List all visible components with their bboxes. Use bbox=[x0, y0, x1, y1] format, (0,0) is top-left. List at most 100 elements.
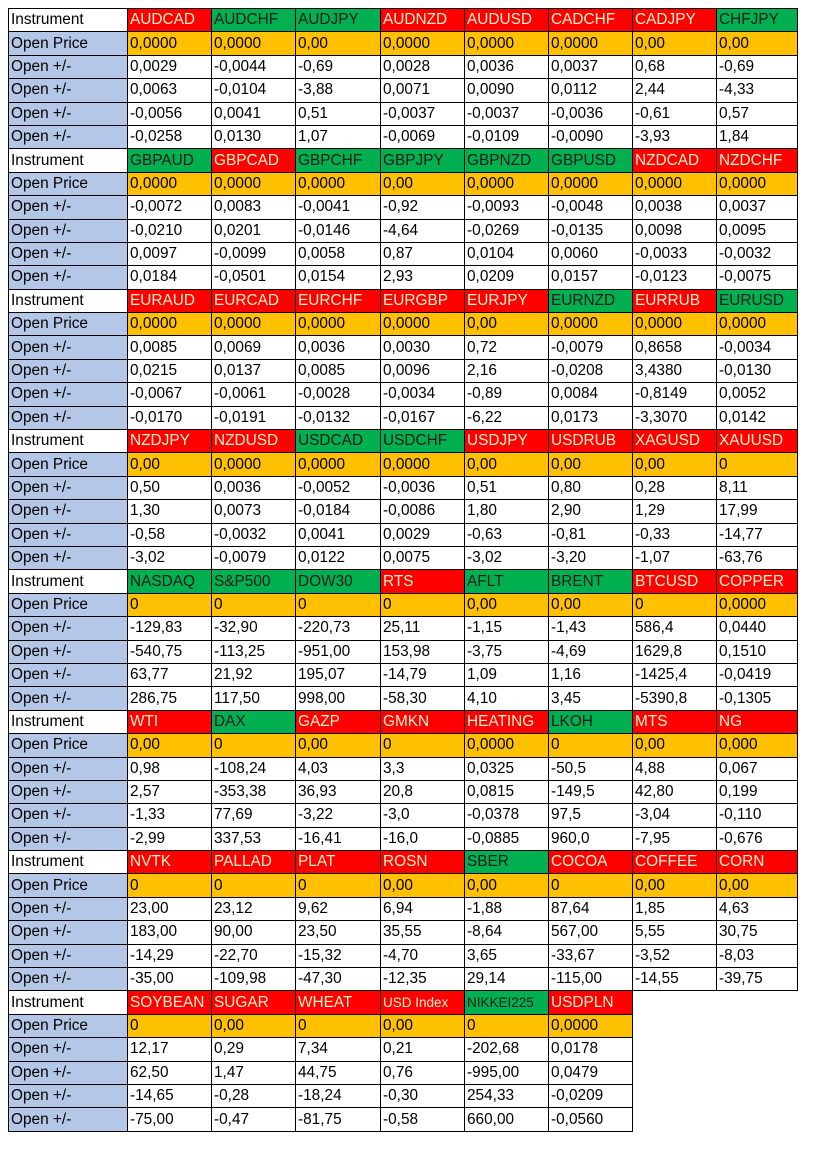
open-price-cell: 0,0000 bbox=[548, 31, 633, 56]
instrument-cell: AUDUSD bbox=[464, 7, 549, 33]
change-value-cell: 4,88 bbox=[632, 756, 717, 781]
change-value-cell: 0,0137 bbox=[211, 358, 296, 384]
change-value-cell: -3,93 bbox=[632, 124, 717, 150]
open-price-cell: 0 bbox=[380, 733, 465, 758]
change-value-cell: 0,29 bbox=[211, 1037, 296, 1062]
change-value-cell: 0,0098 bbox=[632, 218, 717, 243]
change-value-cell: -1,15 bbox=[464, 616, 549, 641]
change-value-cell: 195,07 bbox=[295, 662, 381, 688]
change-value-cell: 0,199 bbox=[716, 779, 798, 805]
change-value-cell: -33,67 bbox=[548, 943, 633, 969]
change-value-cell: 117,50 bbox=[211, 686, 296, 711]
open-price-cell: 0 bbox=[548, 733, 633, 758]
change-value-cell: -113,25 bbox=[211, 639, 296, 664]
instrument-cell: NVTK bbox=[127, 850, 212, 875]
change-value-cell: -0,92 bbox=[380, 195, 465, 220]
open-price-cell: 0,0000 bbox=[464, 733, 549, 758]
change-value-cell: 0,68 bbox=[632, 54, 717, 80]
open-change-label: Open +/- bbox=[8, 78, 128, 103]
change-value-cell: 2,57 bbox=[127, 779, 212, 805]
change-value-cell: -1,33 bbox=[127, 803, 212, 828]
open-price-cell: 0,00 bbox=[380, 1013, 465, 1039]
change-value-cell: 4,63 bbox=[716, 896, 798, 922]
change-value-cell: 0,0142 bbox=[716, 405, 798, 431]
open-change-row: Open +/- 286,75 117,50 998,00 -58,30 4,10 3,45… bbox=[8, 686, 798, 711]
change-value-cell: 1,84 bbox=[716, 124, 798, 150]
change-value-cell: 29,14 bbox=[464, 967, 549, 992]
open-price-cell: 0 bbox=[464, 1013, 549, 1039]
change-value-cell: 998,00 bbox=[295, 686, 381, 711]
open-price-cell: 0,0000 bbox=[127, 31, 212, 56]
instrument-row: Instrument NZDJPY NZDUSD USDCAD USDCHF USDJPY… bbox=[8, 429, 798, 454]
change-value-cell: -0,0093 bbox=[464, 195, 549, 220]
change-value-cell: -0,0501 bbox=[211, 265, 296, 290]
instrument-cell: EURAUD bbox=[127, 288, 212, 314]
open-change-row: Open +/- 0,98 -108,24 4,03 3,3 0,0325 -50,5 4,8… bbox=[8, 756, 798, 781]
change-value-cell: -951,00 bbox=[295, 639, 381, 664]
change-value-cell: 567,00 bbox=[548, 920, 633, 945]
open-change-label: Open +/- bbox=[8, 639, 128, 664]
change-value-cell: -1425,4 bbox=[632, 662, 717, 688]
change-value-cell: -995,00 bbox=[464, 1060, 549, 1085]
change-value-cell: 0,0060 bbox=[548, 241, 633, 267]
change-value-cell: 63,77 bbox=[127, 662, 212, 688]
empty-cell bbox=[717, 1014, 798, 1037]
open-price-cell: 0,00 bbox=[548, 592, 633, 618]
change-value-cell: -14,65 bbox=[127, 1083, 212, 1109]
open-price-cell: 0 bbox=[295, 1013, 381, 1039]
change-value-cell: 960,0 bbox=[548, 826, 633, 852]
change-value-cell: 12,17 bbox=[127, 1037, 212, 1062]
instrument-label: Instrument bbox=[8, 709, 128, 735]
open-change-row: Open +/- -0,0258 0,0130 1,07 -0,0069 -0,0109-… bbox=[8, 124, 798, 150]
instrument-cell: AUDNZD bbox=[380, 7, 465, 33]
instrument-cell: SBER bbox=[464, 850, 549, 875]
change-value-cell: -14,77 bbox=[716, 522, 798, 547]
change-value-cell: -0,0079 bbox=[548, 335, 633, 360]
change-value-cell: 8,11 bbox=[716, 475, 798, 501]
change-value-cell: 0,0036 bbox=[464, 54, 549, 80]
instrument-cell: NZDCAD bbox=[632, 148, 717, 173]
open-price-cell: 0,00 bbox=[632, 31, 717, 56]
change-value-cell: -0,0079 bbox=[211, 545, 296, 571]
open-change-label: Open +/- bbox=[8, 335, 128, 360]
change-value-cell: -7,95 bbox=[632, 826, 717, 852]
change-value-cell: -0,0090 bbox=[548, 124, 633, 150]
empty-cell bbox=[717, 1061, 798, 1084]
open-change-row: Open +/- -0,0056 0,0041 0,51 -0,0037 -0,0037-… bbox=[8, 101, 798, 126]
open-change-label: Open +/- bbox=[8, 54, 128, 80]
change-value-cell: -0,63 bbox=[464, 522, 549, 547]
instrument-cell: ROSN bbox=[380, 850, 465, 875]
open-change-row: Open +/- 1,30 0,0073 -0,0184 -0,0086 1,80 2,90… bbox=[8, 499, 798, 524]
change-value-cell: 44,75 bbox=[295, 1060, 381, 1085]
open-price-cell: 0,0000 bbox=[211, 171, 296, 197]
change-value-cell: -0,89 bbox=[464, 382, 549, 407]
change-value-cell: -3,04 bbox=[632, 803, 717, 828]
instrument-cell: NZDJPY bbox=[127, 429, 212, 454]
instrument-cell: EURCAD bbox=[211, 288, 296, 314]
change-value-cell: 62,50 bbox=[127, 1060, 212, 1085]
change-value-cell: -0,61 bbox=[632, 101, 717, 126]
change-value-cell: 90,00 bbox=[211, 920, 296, 945]
change-value-cell: 0,0479 bbox=[548, 1060, 633, 1085]
instrument-cell: USD Index bbox=[380, 990, 465, 1015]
change-value-cell: 5,55 bbox=[632, 920, 717, 945]
instrument-cell: EURGBP bbox=[380, 288, 465, 314]
open-price-cell: 0 bbox=[295, 592, 381, 618]
change-value-cell: 0,0085 bbox=[295, 358, 381, 384]
change-value-cell: 0,76 bbox=[380, 1060, 465, 1085]
open-price-cell: 0,00 bbox=[127, 733, 212, 758]
open-change-label: Open +/- bbox=[8, 616, 128, 641]
change-value-cell: -0,0086 bbox=[380, 499, 465, 524]
change-value-cell: -12,35 bbox=[380, 967, 465, 992]
instrument-cell: AFLT bbox=[464, 569, 549, 594]
change-value-cell: -0,28 bbox=[211, 1083, 296, 1109]
open-change-row: Open +/- -540,75 -113,25 -951,00 153,98 -3,75… bbox=[8, 639, 798, 664]
change-value-cell: -0,0032 bbox=[211, 522, 296, 547]
change-value-cell: 0,0036 bbox=[211, 475, 296, 501]
instrument-cell: BRENT bbox=[548, 569, 633, 594]
change-value-cell: 23,50 bbox=[295, 920, 381, 945]
change-value-cell: -0,0135 bbox=[548, 218, 633, 243]
open-change-label: Open +/- bbox=[8, 686, 128, 711]
open-price-cell: 0,0000 bbox=[380, 31, 465, 56]
change-value-cell: -0,0191 bbox=[211, 405, 296, 431]
